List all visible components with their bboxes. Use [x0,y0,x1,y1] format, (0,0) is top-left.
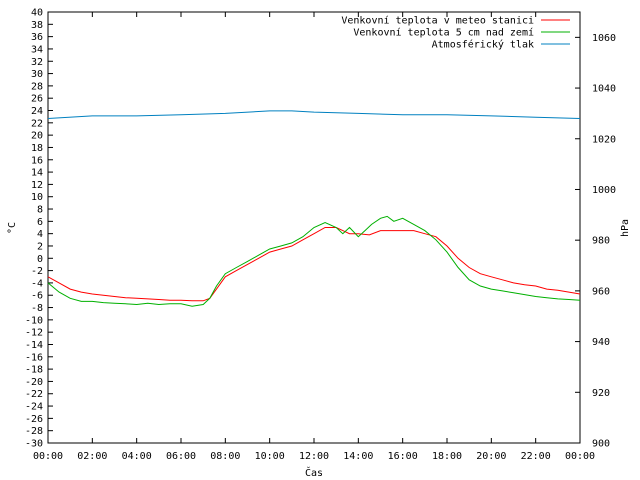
y-right-tick-label: 900 [592,439,610,450]
y-left-tick-label: 20 [31,131,43,142]
y-left-tick-label: -30 [25,439,43,450]
y-left-tick-label: 28 [31,81,43,92]
y-left-axis: -30-28-26-24-22-20-18-16-14-12-10-8-6-4-… [25,8,53,450]
y-left-tick-label: -14 [25,340,43,351]
y-right-axis-label: hPa [620,219,631,237]
x-tick-label: 10:00 [255,451,285,462]
x-tick-label: 18:00 [432,451,462,462]
y-left-tick-label: 0 [37,254,43,265]
y-left-tick-label: 2 [37,241,43,252]
x-axis-label: Čas [305,466,323,479]
y-left-tick-label: -4 [31,278,43,289]
y-right-tick-label: 940 [592,337,610,348]
y-left-tick-label: 38 [31,20,43,31]
legend: Venkovní teplota v meteo staniciVenkovní… [341,15,570,51]
x-tick-label: 04:00 [122,451,152,462]
y-left-tick-label: -24 [25,402,43,413]
y-left-tick-label: -10 [25,315,43,326]
y-right-tick-label: 920 [592,388,610,399]
series-line-1 [47,227,581,302]
series-line-3 [47,110,581,119]
y-left-tick-label: 24 [31,106,43,117]
legend-entry-label: Venkovní teplota 5 cm nad zemí [353,27,534,39]
y-left-tick-label: -18 [25,365,43,376]
x-tick-label: 02:00 [77,451,107,462]
x-tick-label: 14:00 [343,451,373,462]
legend-entry-label: Atmosférický tlak [432,39,534,51]
legend-entry-label: Venkovní teplota v meteo stanici [341,15,534,27]
y-right-tick-label: 1040 [592,84,616,95]
y-left-tick-label: -2 [31,266,43,277]
y-left-tick-label: -16 [25,352,43,363]
y-left-axis-label: °C [7,222,18,234]
x-tick-label: 00:00 [33,451,63,462]
x-tick-label: 12:00 [299,451,329,462]
y-right-tick-label: 960 [592,286,610,297]
x-tick-label: 16:00 [388,451,418,462]
y-right-tick-label: 1020 [592,134,616,145]
y-left-tick-label: 36 [31,32,43,43]
y-left-tick-label: 12 [31,180,43,191]
y-right-tick-label: 1060 [592,33,616,44]
x-tick-label: 06:00 [166,451,196,462]
y-left-tick-label: -6 [31,291,43,302]
y-left-tick-label: -8 [31,303,43,314]
x-tick-label: 20:00 [476,451,506,462]
series-line-2 [47,215,581,307]
y-right-axis: 900 920 940 960 980 1000 1020 1040 1060 [575,33,616,450]
y-left-tick-label: 16 [31,155,43,166]
y-left-tick-label: -22 [25,389,43,400]
y-left-tick-label: 40 [31,8,43,19]
y-left-tick-label: -26 [25,414,43,425]
y-left-tick-label: -28 [25,426,43,437]
y-left-tick-label: -20 [25,377,43,388]
y-left-tick-label: 18 [31,143,43,154]
y-right-tick-label: 980 [592,236,610,247]
y-left-tick-label: 8 [37,205,43,216]
y-left-tick-label: 32 [31,57,43,68]
x-axis: 00:00 02:00 04:00 06:00 08:00 10:00 12:00 14:00… [33,12,595,462]
y-left-tick-label: 4 [37,229,43,240]
y-left-tick-label: 14 [31,168,43,179]
y-left-tick-label: -12 [25,328,43,339]
x-tick-label: 22:00 [521,451,551,462]
y-left-tick-label: 26 [31,94,43,105]
series-group [47,110,581,307]
y-left-tick-label: 10 [31,192,43,203]
y-left-tick-label: 30 [31,69,43,80]
x-tick-label: 00:00 [565,451,595,462]
y-right-tick-label: 1000 [592,185,616,196]
y-left-tick-label: 34 [31,44,43,55]
x-tick-label: 08:00 [210,451,240,462]
y-left-tick-label: 22 [31,118,43,129]
y-left-tick-label: 6 [37,217,43,228]
